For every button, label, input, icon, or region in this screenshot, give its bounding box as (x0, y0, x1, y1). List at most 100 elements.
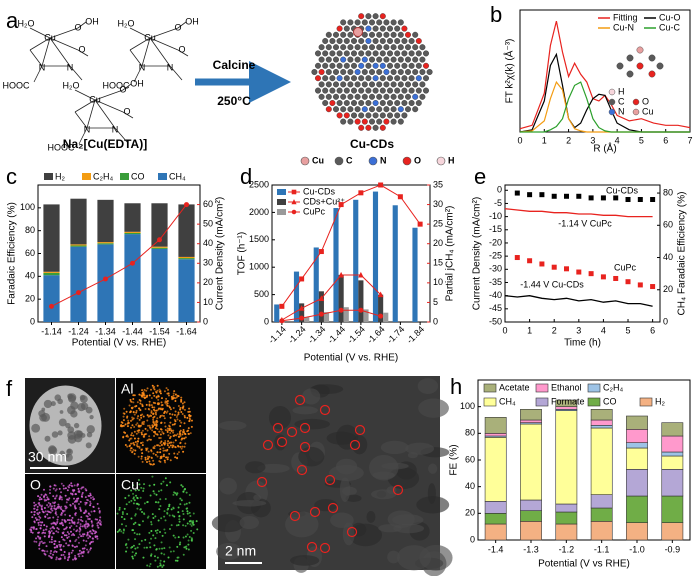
bond (169, 65, 183, 81)
map-dot (46, 498, 49, 501)
map-dot (31, 531, 34, 534)
map-dot (164, 425, 167, 428)
map-dot (146, 458, 149, 461)
atom (387, 75, 394, 82)
map-dot (80, 551, 83, 554)
atom (336, 38, 343, 45)
map-dot (39, 496, 42, 499)
map-dot (54, 540, 57, 543)
map-dot (96, 502, 99, 505)
map-dot (74, 507, 77, 510)
map-dot (187, 427, 190, 430)
map-dot (172, 444, 175, 447)
map-dot (151, 406, 154, 409)
map-dot (33, 540, 36, 543)
map-dot (91, 496, 94, 499)
bar-segment (520, 499, 542, 511)
map-dot (57, 528, 60, 531)
point (613, 275, 619, 281)
atom (401, 25, 408, 32)
map-dot (129, 400, 132, 403)
map-dot (159, 392, 162, 395)
map-dot (74, 493, 77, 496)
map-dot (84, 510, 87, 513)
map-dot (190, 419, 193, 422)
map-dot (152, 534, 155, 537)
texture (268, 406, 292, 430)
bond (114, 127, 128, 143)
atom (405, 56, 412, 63)
map-dot (44, 515, 47, 518)
single-atom-marker (327, 502, 339, 514)
legend-label: H₂ (655, 396, 665, 406)
map-dot (87, 523, 90, 526)
map-dot (142, 487, 145, 490)
atom (390, 44, 397, 51)
map-dot (187, 429, 190, 432)
map-dot (77, 487, 80, 490)
point (564, 193, 570, 199)
map-dot (69, 539, 72, 542)
point (338, 307, 344, 313)
map-dot (159, 408, 162, 411)
map-dot (132, 544, 135, 547)
bar-segment (590, 427, 613, 495)
scale-label: 2 nm (225, 543, 256, 559)
y2-tick-label: 30 (203, 258, 213, 268)
map-dot (188, 418, 191, 421)
cu-atom (353, 27, 363, 37)
map-dot (140, 394, 143, 397)
map-dot (74, 558, 77, 561)
bar (378, 294, 384, 322)
map-dot (77, 553, 80, 556)
atom (408, 62, 415, 69)
map-dot (132, 410, 135, 413)
map-dot (98, 511, 101, 514)
atom (415, 38, 422, 45)
map-dot (186, 533, 189, 536)
map-dot (148, 394, 151, 397)
legend-label: H₂ (55, 171, 65, 181)
y-tick-label: 2000 (249, 207, 269, 217)
map-dot (146, 414, 149, 417)
atom (372, 124, 379, 131)
map-dot (82, 551, 85, 554)
map-dot (49, 527, 52, 530)
map-dot (129, 449, 132, 452)
map-dot (77, 503, 80, 506)
texture (253, 494, 262, 501)
map-dot (58, 543, 61, 546)
map-dot (53, 521, 56, 524)
map-dot (142, 435, 145, 438)
map-dot (177, 511, 180, 514)
map-dot (150, 450, 153, 453)
line (281, 184, 421, 307)
atom (376, 93, 383, 100)
map-dot (156, 455, 159, 458)
map-dot (160, 421, 163, 424)
map-dot (154, 421, 157, 424)
map-dot (139, 402, 142, 405)
map-dot (123, 431, 126, 434)
map-dot (43, 499, 46, 502)
atom (365, 112, 372, 119)
map-dot (76, 483, 79, 486)
map-dot (138, 523, 141, 526)
map-dot (143, 502, 146, 505)
x-tick-label: -1.1 (594, 544, 610, 554)
legend-swatch (277, 189, 286, 195)
inset-molecule-atom (626, 54, 634, 62)
map-dot (139, 409, 142, 412)
map-dot (171, 413, 174, 416)
map-dot (49, 503, 52, 506)
map-dot (150, 537, 153, 540)
map-dot (140, 539, 143, 542)
map-dot (45, 528, 48, 531)
map-dot (49, 485, 52, 488)
texture (380, 440, 409, 455)
map-dot (78, 530, 81, 533)
x-axis-label: R (Å) (593, 142, 616, 155)
map-dot (60, 536, 63, 539)
map-dot (160, 517, 163, 520)
texture (342, 522, 355, 546)
